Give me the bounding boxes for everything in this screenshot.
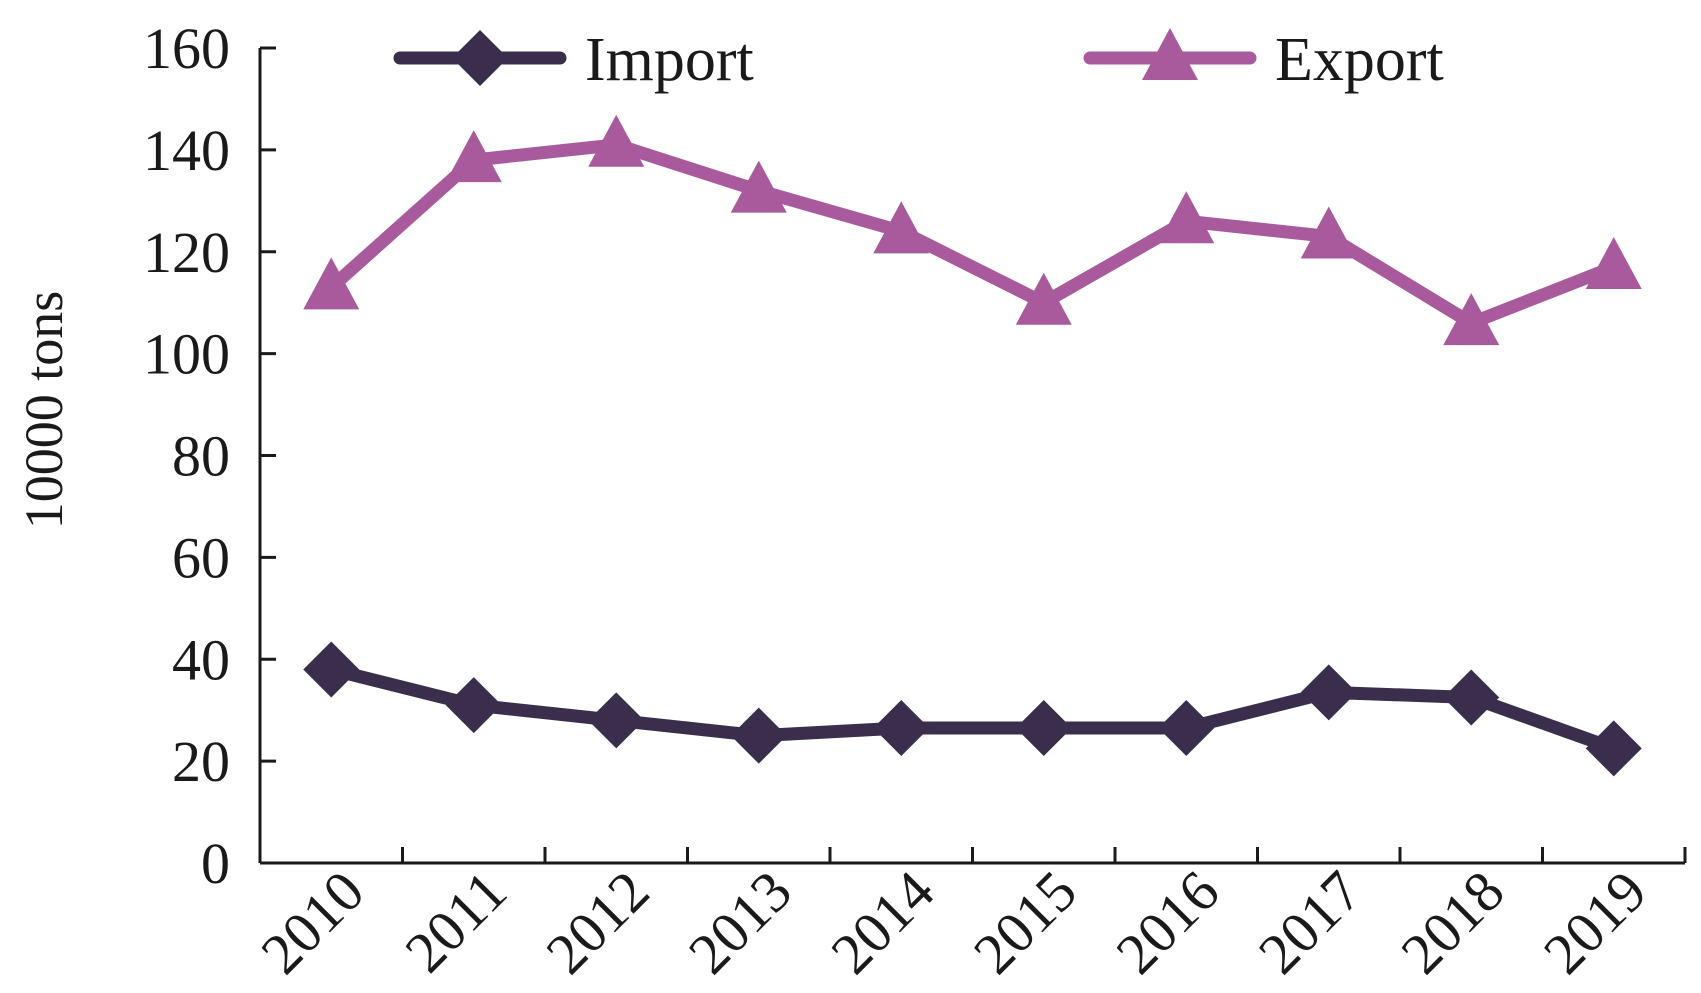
x-tick-label: 2012 (533, 858, 661, 986)
data-point-import (873, 700, 930, 757)
data-point-export (1015, 272, 1072, 325)
data-point-export (588, 114, 645, 167)
x-tick-label: 2011 (392, 858, 518, 984)
data-point-export (1585, 237, 1642, 290)
y-tick-label: 60 (172, 525, 230, 590)
data-point-import (1300, 664, 1357, 721)
y-tick-label: 80 (172, 424, 230, 489)
legend-marker-diamond (452, 30, 508, 86)
x-tick-label: 2019 (1531, 858, 1659, 986)
data-point-import (1158, 700, 1215, 757)
data-point-import (303, 641, 360, 698)
series-layer (303, 114, 1642, 777)
data-point-export (730, 160, 787, 213)
y-axis-ticks: 0 20 40 60 80 100 120 140 160 (143, 16, 276, 896)
series-export (303, 114, 1642, 346)
data-point-import (588, 692, 645, 749)
x-tick-label: 2018 (1388, 858, 1516, 986)
x-tick-label: 2013 (676, 858, 804, 986)
data-point-export (1443, 293, 1500, 346)
data-point-export (873, 201, 930, 254)
y-tick-label: 0 (201, 831, 230, 896)
data-point-export (445, 130, 502, 183)
data-point-import (445, 677, 502, 734)
data-point-export (303, 257, 360, 310)
x-tick-label: 2010 (248, 858, 376, 986)
data-point-import (730, 707, 787, 764)
x-tick-label: 2015 (961, 858, 1089, 986)
data-point-export (1158, 191, 1215, 244)
y-tick-label: 160 (143, 16, 230, 81)
legend-item-export: Export (1083, 26, 1444, 94)
y-tick-label: 140 (143, 118, 230, 183)
y-tick-label: 100 (143, 322, 230, 387)
y-axis-title: 10000 tons (14, 291, 74, 530)
legend: Import Export (393, 26, 1444, 94)
data-point-export (1300, 206, 1357, 259)
x-tick-label: 2017 (1246, 858, 1374, 986)
x-tick-label: 2014 (818, 858, 946, 986)
x-axis-ticks: 2010 2011 2012 2013 2014 2015 2016 2017 2018 2019 (248, 847, 1687, 986)
y-tick-label: 40 (172, 627, 230, 692)
data-point-import (1015, 700, 1072, 757)
x-tick-label: 2016 (1103, 858, 1231, 986)
series-line-export (326, 138, 1617, 330)
y-tick-label: 120 (143, 220, 230, 285)
legend-marker-triangle (1142, 28, 1198, 80)
series-import (303, 641, 1642, 777)
legend-item-import: Import (393, 26, 754, 94)
data-point-import (1585, 720, 1642, 777)
series-line-import (329, 663, 1616, 755)
legend-label: Import (585, 26, 754, 94)
data-point-import (1443, 669, 1500, 726)
legend-label: Export (1275, 26, 1444, 94)
y-tick-label: 20 (172, 729, 230, 794)
